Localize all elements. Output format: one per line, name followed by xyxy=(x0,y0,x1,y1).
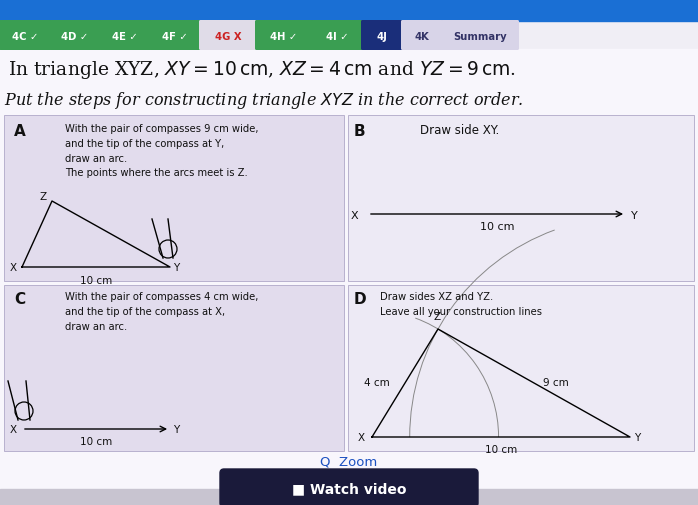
Text: 4H ✓: 4H ✓ xyxy=(270,32,297,42)
Text: Z: Z xyxy=(434,312,441,321)
Text: With the pair of compasses 9 cm wide,
and the tip of the compass at Y,
draw an a: With the pair of compasses 9 cm wide, an… xyxy=(65,124,258,178)
Bar xyxy=(4,116,344,281)
Text: Y: Y xyxy=(631,211,638,221)
Text: Y: Y xyxy=(173,424,179,434)
Text: 4D ✓: 4D ✓ xyxy=(61,32,89,42)
FancyBboxPatch shape xyxy=(401,21,443,51)
FancyBboxPatch shape xyxy=(199,21,257,51)
Text: With the pair of compasses 4 cm wide,
and the tip of the compass at X,
draw an a: With the pair of compasses 4 cm wide, an… xyxy=(65,291,258,331)
Text: 4C ✓: 4C ✓ xyxy=(12,32,38,42)
Text: Put the steps for constructing triangle $XYZ$ in the correct order.: Put the steps for constructing triangle … xyxy=(4,89,524,110)
Text: Draw side XY.: Draw side XY. xyxy=(420,124,499,137)
Text: Z: Z xyxy=(40,191,47,201)
Text: 4E ✓: 4E ✓ xyxy=(112,32,138,42)
Text: Y: Y xyxy=(173,263,179,273)
FancyBboxPatch shape xyxy=(311,21,363,51)
Text: In triangle XYZ, $XY = 10\,\rm{cm}$, $XZ = 4\,\rm{cm}$ and $YZ = 9\,\rm{cm}$.: In triangle XYZ, $XY = 10\,\rm{cm}$, $XZ… xyxy=(8,59,516,81)
Text: B: B xyxy=(354,124,366,139)
Text: X: X xyxy=(10,263,17,273)
Text: C: C xyxy=(14,291,25,307)
Text: A: A xyxy=(14,124,26,139)
Bar xyxy=(348,285,694,451)
Text: 4G X: 4G X xyxy=(215,32,242,42)
Text: D: D xyxy=(354,291,366,307)
Text: 10 cm: 10 cm xyxy=(80,275,112,285)
FancyBboxPatch shape xyxy=(49,21,101,51)
Text: 4 cm: 4 cm xyxy=(364,377,390,387)
Bar xyxy=(0,489,698,505)
Bar xyxy=(0,0,698,22)
Text: 10 cm: 10 cm xyxy=(80,436,112,446)
Text: X: X xyxy=(10,424,17,434)
Text: Draw sides XZ and YZ.
Leave all your construction lines: Draw sides XZ and YZ. Leave all your con… xyxy=(380,291,542,316)
FancyBboxPatch shape xyxy=(0,21,51,51)
Text: 10 cm: 10 cm xyxy=(485,444,517,454)
Bar xyxy=(348,116,694,281)
Text: 10 cm: 10 cm xyxy=(480,222,514,231)
Text: 4F ✓: 4F ✓ xyxy=(162,32,188,42)
Text: 9 cm: 9 cm xyxy=(543,377,569,387)
FancyBboxPatch shape xyxy=(149,21,201,51)
FancyBboxPatch shape xyxy=(255,21,313,51)
Text: Y: Y xyxy=(634,432,640,442)
Text: Q  Zoom: Q Zoom xyxy=(320,454,378,468)
Bar xyxy=(4,285,344,451)
Text: X: X xyxy=(358,432,365,442)
FancyBboxPatch shape xyxy=(220,469,478,505)
Text: X: X xyxy=(350,211,358,221)
Text: ■ Watch video: ■ Watch video xyxy=(292,481,406,495)
FancyBboxPatch shape xyxy=(441,21,519,51)
Text: 4J: 4J xyxy=(376,32,387,42)
Text: 4K: 4K xyxy=(415,32,429,42)
FancyBboxPatch shape xyxy=(361,21,403,51)
Text: Summary: Summary xyxy=(453,32,507,42)
FancyBboxPatch shape xyxy=(99,21,151,51)
Text: 4I ✓: 4I ✓ xyxy=(326,32,348,42)
